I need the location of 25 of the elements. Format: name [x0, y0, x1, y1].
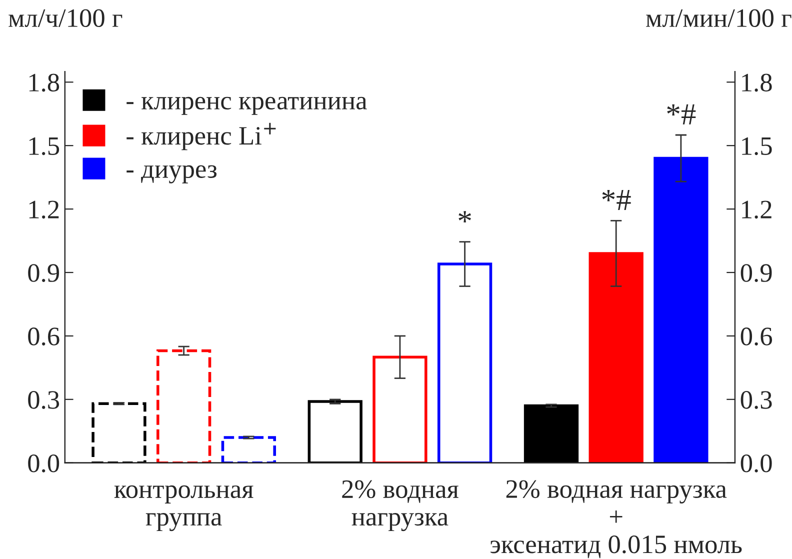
legend-label: - клиренс Li$^{+}$ — [126, 122, 276, 150]
y2-tick-label: 0.9 — [740, 264, 772, 282]
y-tick-label: 1.5 — [29, 137, 60, 156]
y-tick-label: 0.9 — [28, 264, 60, 282]
y-tick-label: 1.2 — [29, 200, 59, 219]
legend-label: - диурез — [126, 165, 217, 184]
y2-tick-label: 0.0 — [740, 454, 772, 472]
y-tick-label: 1.8 — [29, 74, 60, 92]
y2-tick-label: 1.5 — [742, 137, 772, 156]
y2-axis-title: мл/мин/100 г — [646, 9, 792, 28]
y2-tick-label: 0.6 — [740, 328, 772, 346]
data-label: *# — [602, 190, 631, 210]
x-tick-label: 2% водная нагрузка — [342, 480, 458, 532]
x-tick-label: 2% водная нагрузка + эксенатид 0.015 нмоль — [490, 480, 742, 558]
x-tick-label: контрольная группа — [114, 485, 254, 532]
legend-label: - клиренс креатинина — [126, 96, 367, 115]
data-label: * — [458, 211, 471, 222]
data-label: *# — [667, 104, 696, 124]
y2-tick-label: 0.3 — [740, 391, 772, 409]
y-tick-label: 0.3 — [28, 391, 60, 409]
y-tick-label: 0.6 — [28, 328, 60, 346]
y-axis-title: мл/ч/100 г — [8, 9, 122, 28]
y2-tick-label: 1.2 — [742, 200, 772, 219]
y-tick-label: 0.0 — [28, 454, 60, 472]
y2-tick-label: 1.8 — [742, 74, 772, 92]
